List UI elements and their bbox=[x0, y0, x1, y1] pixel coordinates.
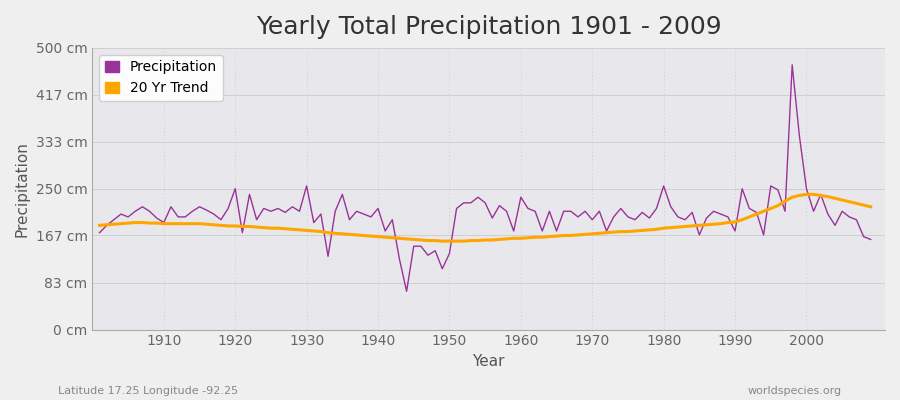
X-axis label: Year: Year bbox=[472, 354, 505, 369]
Text: worldspecies.org: worldspecies.org bbox=[747, 386, 842, 396]
Title: Yearly Total Precipitation 1901 - 2009: Yearly Total Precipitation 1901 - 2009 bbox=[256, 15, 722, 39]
Legend: Precipitation, 20 Yr Trend: Precipitation, 20 Yr Trend bbox=[99, 55, 222, 101]
Y-axis label: Precipitation: Precipitation bbox=[15, 141, 30, 237]
Text: Latitude 17.25 Longitude -92.25: Latitude 17.25 Longitude -92.25 bbox=[58, 386, 238, 396]
